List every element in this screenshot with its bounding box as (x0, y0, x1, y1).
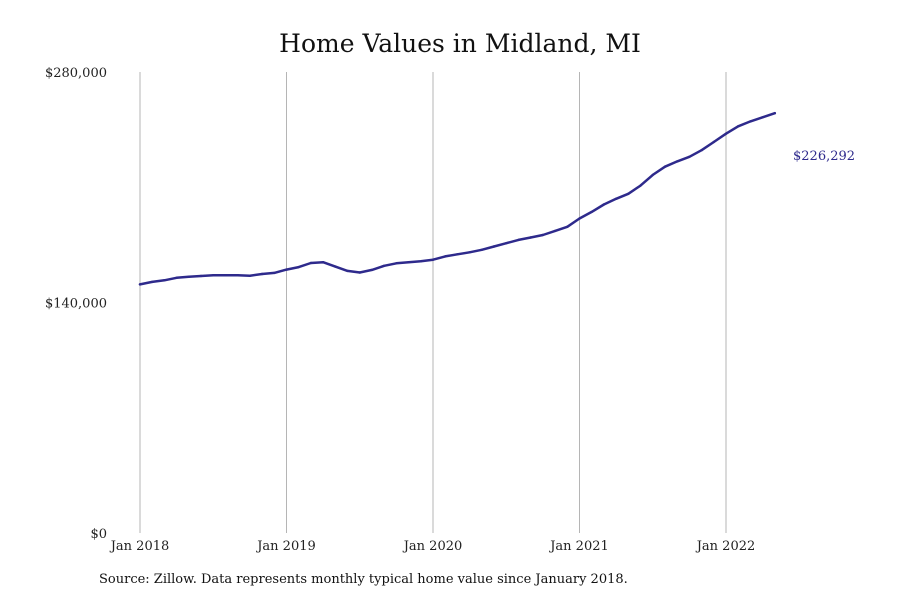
data-point-2020-05 (480, 248, 483, 251)
data-point-2018-02 (151, 280, 154, 284)
data-point-2018-04 (175, 276, 178, 279)
data-point-2021-12 (712, 140, 715, 144)
data-point-2022-02 (737, 125, 740, 128)
data-point-2021-11 (700, 149, 703, 152)
data-point-2019-09 (383, 264, 386, 267)
x-tick-label: Jan 2020 (402, 539, 463, 554)
data-point-2019-06 (346, 269, 349, 273)
data-point-2019-07 (358, 271, 361, 274)
data-point-2019-11 (407, 261, 410, 264)
x-tick-label: Jan 2022 (695, 539, 756, 554)
data-point-2020-03 (456, 253, 459, 256)
data-point-2021-05 (627, 192, 630, 195)
data-point-2018-11 (260, 272, 264, 276)
data-point-2021-03 (602, 203, 606, 206)
data-point-2018-07 (212, 274, 215, 277)
data-point-2019-02 (297, 265, 300, 269)
data-point-2022-05 (773, 112, 776, 115)
x-tick-label: Jan 2019 (255, 539, 316, 554)
data-point-2021-07 (651, 173, 654, 177)
data-point-2020-02 (444, 255, 447, 258)
data-point-2019-01 (285, 268, 288, 271)
data-point-2020-01 (431, 258, 435, 261)
data-point-2019-12 (419, 260, 422, 263)
y-tick-label: $0 (90, 527, 107, 542)
x-tick-label: Jan 2018 (109, 539, 170, 554)
x-axis-tick-labels: Jan 2018 Jan 2019 Jan 2020 Jan 2021 Jan 2022 (109, 539, 756, 554)
data-point-2022-03 (749, 120, 752, 123)
y-tick-label: $140,000 (45, 297, 107, 312)
source-note: Source: Zillow. Data represents monthly … (99, 572, 628, 587)
data-point-2020-08 (517, 238, 520, 242)
latest-value-label: $226,292 (793, 149, 855, 164)
data-point-2018-10 (248, 274, 252, 277)
data-point-2021-04 (614, 197, 618, 200)
data-point-2019-03 (309, 261, 313, 265)
data-point-2018-12 (273, 271, 276, 275)
chart-title: Home Values in Midland, MI (279, 29, 641, 58)
series-points (138, 112, 776, 286)
data-point-2019-08 (370, 268, 374, 272)
data-point-2020-04 (468, 251, 471, 254)
data-point-2018-09 (236, 274, 239, 277)
data-point-2021-06 (639, 184, 642, 187)
data-point-2021-10 (688, 155, 691, 158)
data-point-2021-01 (578, 217, 581, 220)
series-line (138, 111, 777, 286)
data-point-2020-09 (529, 236, 532, 239)
data-point-2021-02 (590, 210, 593, 214)
data-point-2021-09 (676, 160, 679, 163)
data-point-2019-10 (395, 262, 398, 265)
y-axis-tick-labels: $0 $140,000 $280,000 (45, 66, 107, 542)
data-point-2020-07 (505, 242, 508, 245)
data-point-2022-01 (724, 132, 728, 135)
data-point-2018-03 (163, 279, 166, 282)
data-point-2022-04 (761, 116, 764, 119)
data-point-2018-08 (224, 274, 227, 277)
y-tick-label: $280,000 (45, 66, 107, 81)
data-point-2018-01 (138, 283, 142, 286)
x-tick-label: Jan 2021 (548, 539, 609, 554)
data-point-2019-05 (334, 265, 337, 268)
vertical-gridlines (139, 72, 727, 533)
data-point-2018-05 (187, 275, 190, 278)
data-point-2020-10 (541, 233, 545, 237)
data-point-2021-08 (663, 165, 667, 168)
data-point-2020-12 (566, 225, 569, 228)
data-point-2018-06 (199, 274, 203, 278)
data-point-2020-06 (492, 245, 496, 248)
data-point-2019-04 (321, 261, 325, 264)
data-point-2020-11 (553, 229, 557, 233)
